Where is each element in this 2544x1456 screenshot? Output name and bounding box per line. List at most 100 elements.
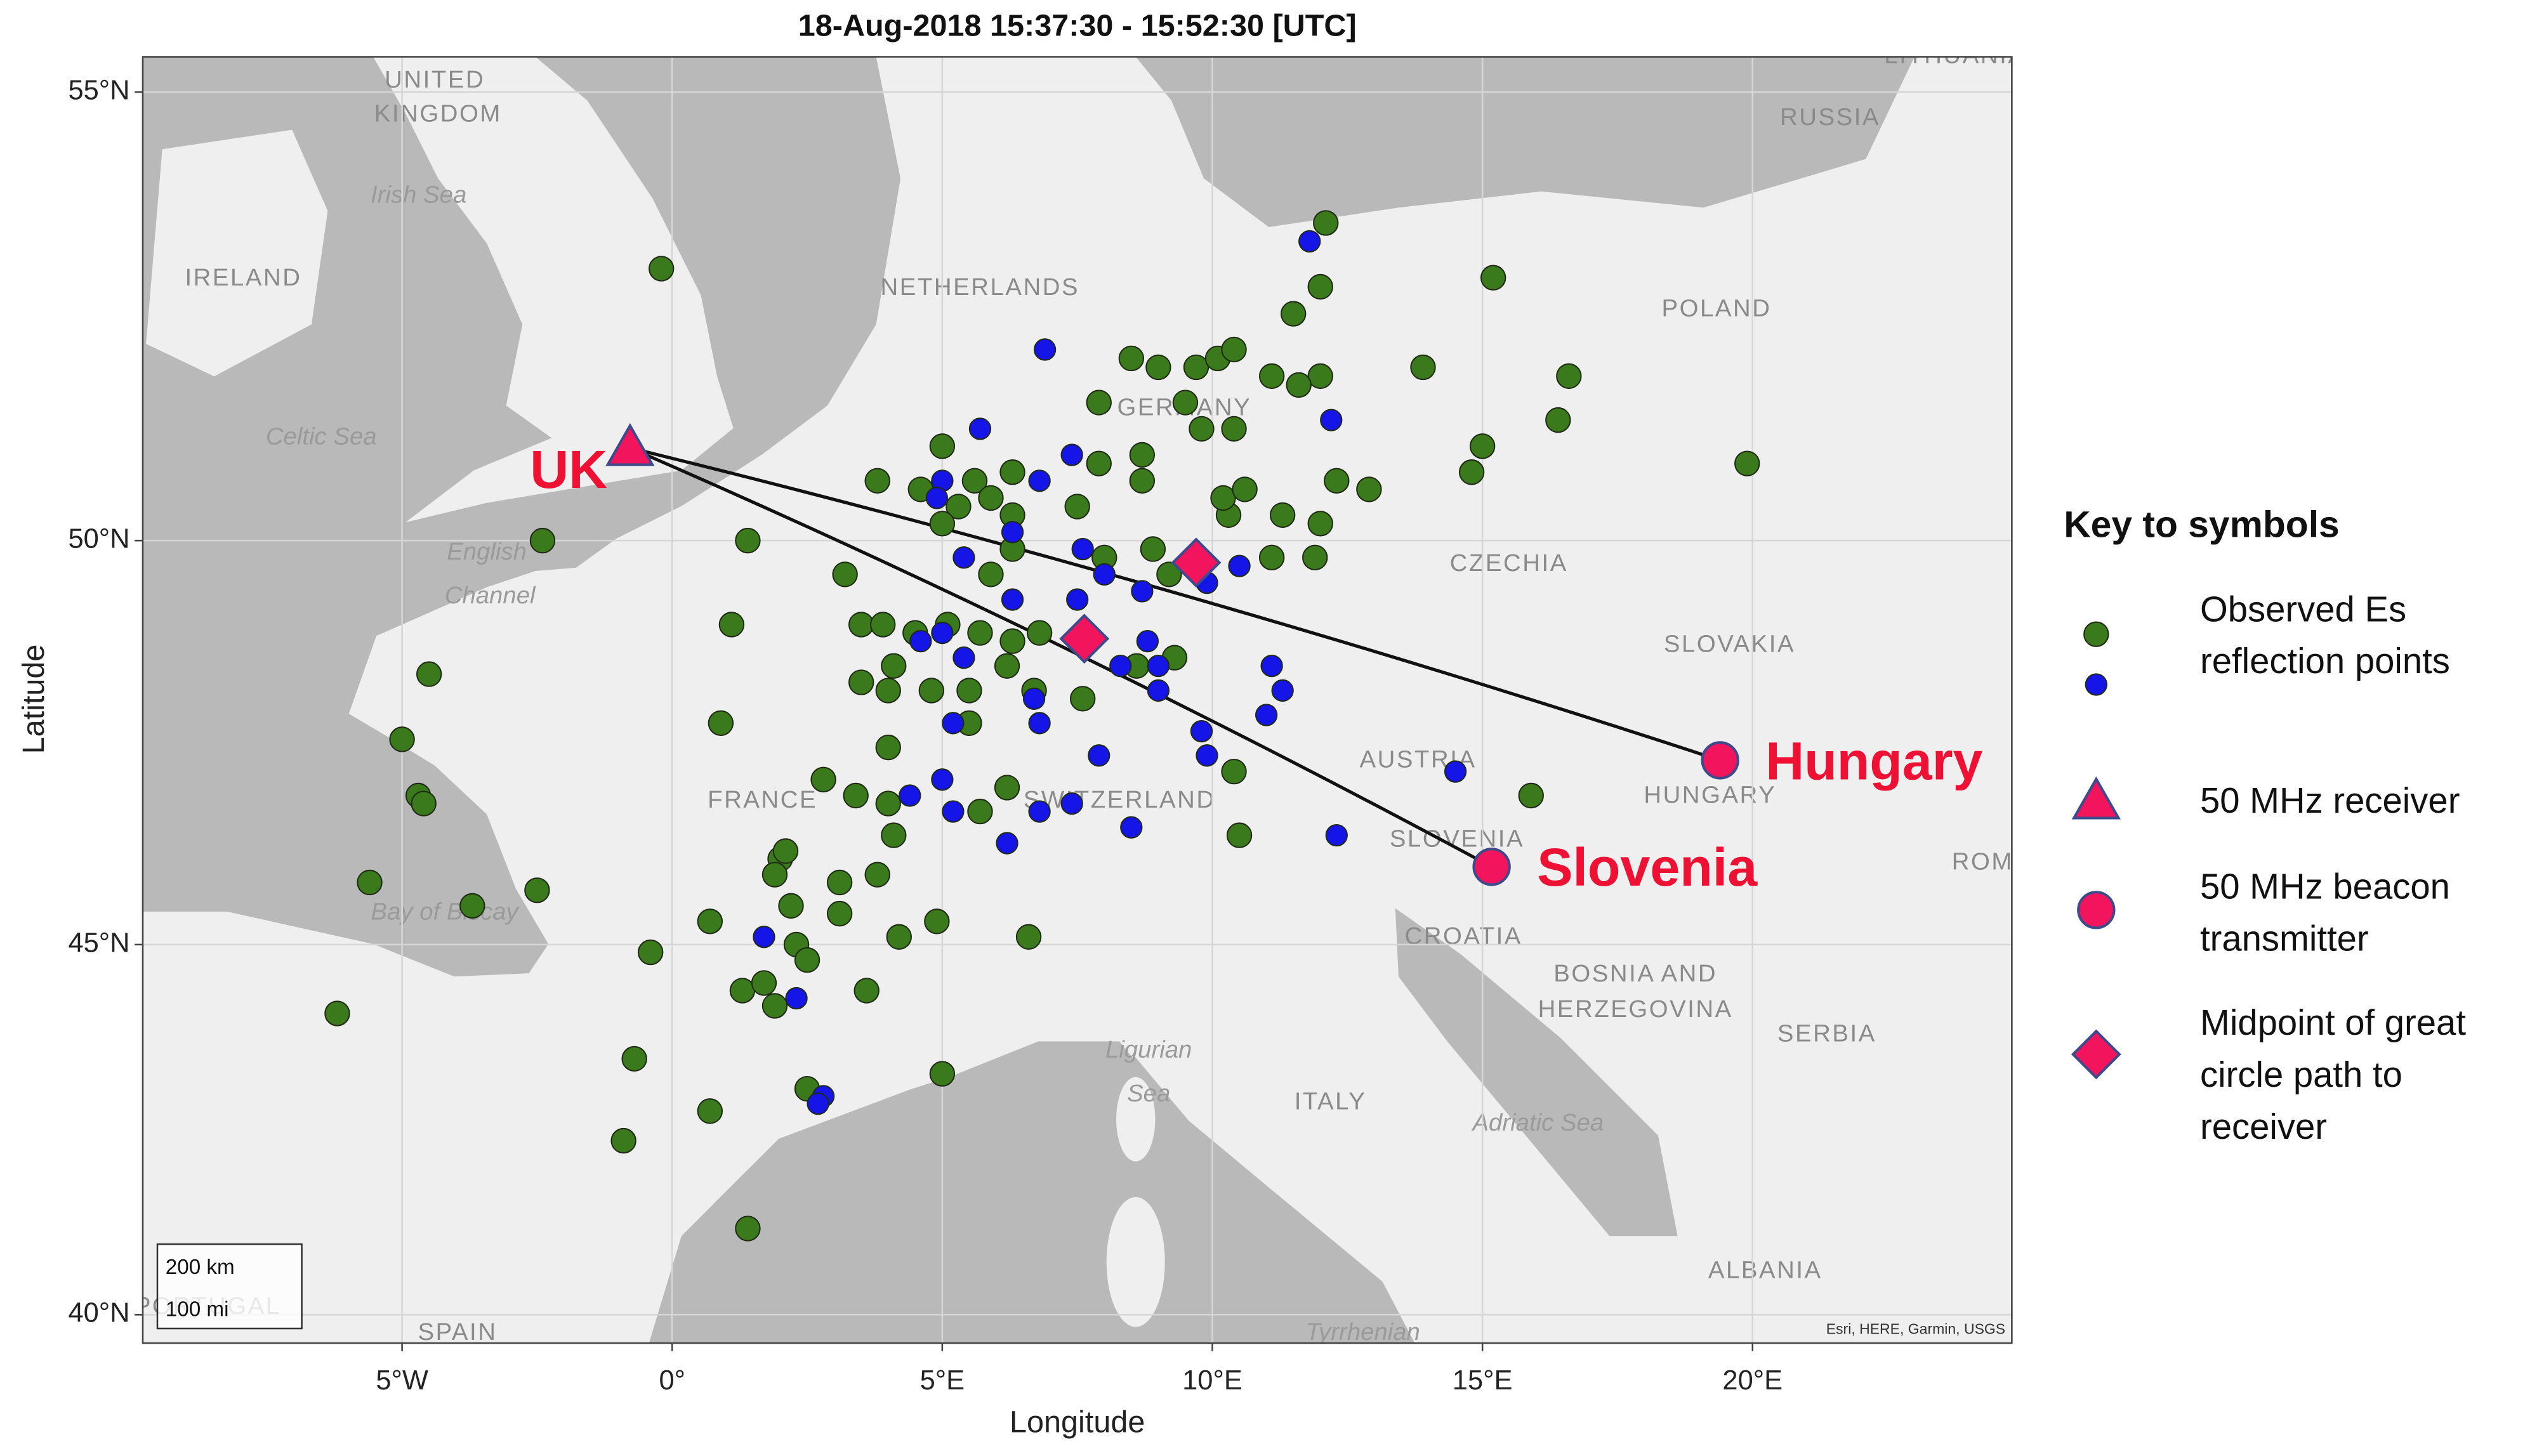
sardinia bbox=[1106, 1197, 1165, 1327]
map-label: UNITED bbox=[385, 66, 485, 93]
marker-circle bbox=[1172, 390, 1199, 416]
map-label: IRELAND bbox=[185, 264, 301, 291]
marker-circle bbox=[761, 862, 788, 888]
marker-circle bbox=[794, 947, 821, 973]
marker-circle bbox=[1221, 336, 1247, 363]
legend-label: 50 MHz receiver bbox=[2199, 780, 2460, 821]
marker-circle bbox=[729, 978, 756, 1004]
marker-circle bbox=[994, 653, 1020, 679]
marker-circle bbox=[1221, 758, 1247, 785]
marker-circle bbox=[1701, 741, 1739, 780]
marker-circle bbox=[875, 734, 901, 761]
marker-circle bbox=[1086, 450, 1112, 476]
marker-circle bbox=[778, 893, 804, 919]
marker-circle bbox=[942, 800, 965, 823]
marker-circle bbox=[870, 612, 896, 638]
marker-diamond bbox=[1059, 613, 1110, 664]
marker-circle bbox=[967, 798, 993, 825]
marker-triangle bbox=[2071, 776, 2121, 820]
marker-circle bbox=[1356, 476, 1382, 502]
marker-circle bbox=[1302, 544, 1328, 571]
marker-circle bbox=[1136, 629, 1159, 653]
marker-circle bbox=[929, 511, 956, 537]
map-label: Tyrrhenian bbox=[1305, 1318, 1420, 1346]
marker-circle bbox=[416, 661, 442, 687]
marker-circle bbox=[1196, 744, 1218, 767]
marker-circle bbox=[2085, 673, 2107, 696]
marker-circle bbox=[1545, 407, 1571, 433]
marker-circle bbox=[1156, 561, 1182, 587]
x-tick-label: 0° bbox=[659, 1365, 685, 1396]
marker-circle bbox=[1060, 792, 1083, 815]
marker-circle bbox=[929, 1061, 956, 1087]
map-label: POLAND bbox=[1662, 294, 1772, 322]
marker-circle bbox=[1258, 544, 1285, 571]
y-tick-label: 50°N bbox=[68, 524, 129, 554]
marker-circle bbox=[1556, 363, 1582, 390]
marker-circle bbox=[1260, 655, 1283, 678]
marker-circle bbox=[389, 726, 415, 752]
x-axis-label: Longitude bbox=[1010, 1405, 1145, 1440]
y-tick-label: 45°N bbox=[68, 928, 129, 958]
marker-circle bbox=[357, 869, 383, 896]
marker-circle bbox=[978, 561, 1004, 587]
great-circle-path bbox=[629, 446, 1493, 869]
marker-circle bbox=[649, 256, 675, 282]
map-label: HERZEGOVINA bbox=[1538, 995, 1733, 1023]
marker-circle bbox=[1228, 554, 1251, 577]
marker-diamond bbox=[1171, 537, 1222, 588]
marker-circle bbox=[978, 485, 1004, 511]
corsica bbox=[1116, 1077, 1156, 1162]
map-label: Celtic Sea bbox=[266, 423, 377, 450]
marker-circle bbox=[1189, 416, 1215, 442]
point-label: UK bbox=[530, 440, 607, 499]
map-label: SERBIA bbox=[1777, 1020, 1876, 1047]
adriatic bbox=[1395, 908, 1678, 1236]
marker-circle bbox=[1232, 476, 1258, 502]
marker-circle bbox=[1324, 468, 1350, 494]
legend-label: Observed Es reflection points bbox=[2199, 589, 2450, 681]
marker-circle bbox=[843, 782, 869, 809]
x-tick-label: 5°W bbox=[376, 1365, 428, 1396]
marker-circle bbox=[1210, 485, 1236, 511]
map-label: SLOVAKIA bbox=[1664, 631, 1795, 658]
marker-circle bbox=[1015, 924, 1042, 950]
marker-circle bbox=[1444, 760, 1467, 783]
marker-circle bbox=[324, 1000, 350, 1026]
map: UNITED KINGDOM Irish Sea IRELAND Celtic Sea N… bbox=[142, 56, 2012, 1346]
marker-circle bbox=[996, 832, 1018, 855]
marker-circle bbox=[1271, 679, 1294, 702]
marker-circle bbox=[1129, 468, 1156, 494]
marker-circle bbox=[1001, 521, 1024, 544]
marker-circle bbox=[848, 669, 874, 695]
map-label: Ligurian bbox=[1105, 1036, 1192, 1063]
marker-circle bbox=[810, 766, 836, 792]
marker-circle bbox=[751, 970, 777, 996]
marker-circle bbox=[718, 612, 745, 638]
marker-circle bbox=[1028, 469, 1051, 492]
marker-circle bbox=[899, 784, 921, 807]
great-britain bbox=[373, 56, 734, 523]
marker-circle bbox=[924, 908, 950, 935]
marker-circle bbox=[1147, 655, 1170, 678]
legend-text-box: Midpoint of great circle path to receive… bbox=[2200, 1002, 2466, 1147]
marker-circle bbox=[931, 768, 954, 791]
map-label: KINGDOM bbox=[374, 100, 502, 128]
marker-circle bbox=[1028, 712, 1051, 735]
legend-text-box: 50 MHz beacon transmitter bbox=[2200, 866, 2450, 959]
marker-circle bbox=[2077, 891, 2116, 929]
marker-circle bbox=[1145, 354, 1171, 381]
marker-circle bbox=[956, 678, 982, 704]
map-label: SWITZERLAND bbox=[1024, 786, 1216, 813]
map-label: NETHERLANDS bbox=[880, 273, 1079, 301]
marker-circle bbox=[2083, 621, 2109, 647]
y-tick-label: 40°N bbox=[68, 1298, 129, 1328]
marker-circle bbox=[807, 1092, 829, 1115]
marker-circle bbox=[1001, 588, 1024, 611]
marker-circle bbox=[1469, 433, 1496, 459]
map-label: Channel bbox=[445, 582, 536, 609]
marker-circle bbox=[772, 838, 799, 864]
marker-circle bbox=[967, 620, 993, 646]
